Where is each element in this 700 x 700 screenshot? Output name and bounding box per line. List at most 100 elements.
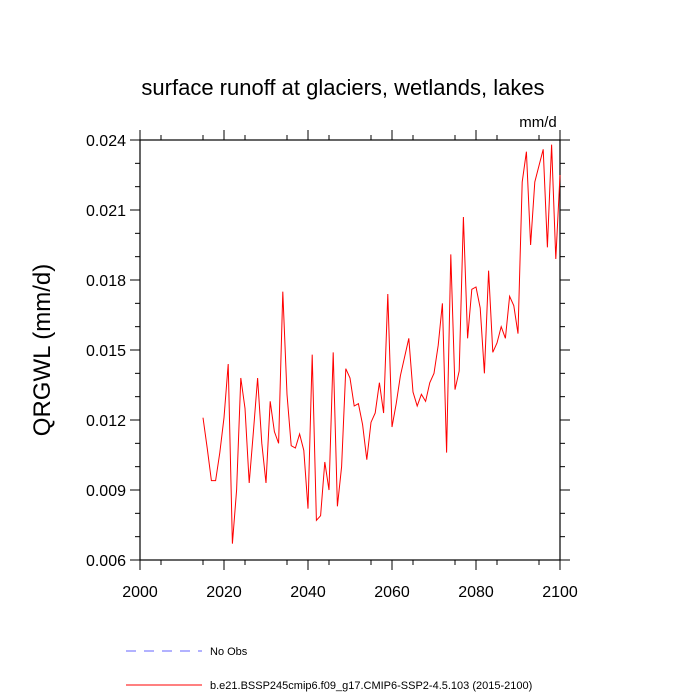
data-point: [408, 337, 410, 339]
data-point: [231, 542, 233, 544]
data-point: [286, 393, 288, 395]
data-point: [525, 150, 527, 152]
legend: No Obs b.e21.BSSP245cmip6.f09_g17.CMIP6-…: [126, 646, 532, 692]
data-point: [466, 337, 468, 339]
data-point: [307, 507, 309, 509]
data-point: [303, 449, 305, 451]
data-point: [294, 447, 296, 449]
data-point: [445, 451, 447, 453]
x-tick-label: 2060: [374, 584, 410, 601]
data-point: [534, 181, 536, 183]
data-point: [462, 216, 464, 218]
data-point: [420, 393, 422, 395]
data-point: [382, 412, 384, 414]
data-point: [328, 489, 330, 491]
data-point: [387, 293, 389, 295]
data-point: [357, 402, 359, 404]
data-point: [450, 253, 452, 255]
plot-frame: [139, 139, 561, 561]
data-point: [269, 400, 271, 402]
data-points: [202, 143, 561, 544]
y-tick-labels: 0.006 0.009 0.012 0.015 0.018 0.021 0.024: [86, 133, 126, 570]
data-point: [298, 433, 300, 435]
data-point: [441, 302, 443, 304]
y-tick-label: 0.024: [86, 133, 126, 150]
chart-title: surface runoff at glaciers, wetlands, la…: [141, 75, 544, 100]
units-label: mm/d: [519, 114, 557, 131]
data-point: [336, 505, 338, 507]
data-point: [559, 174, 561, 176]
data-point: [214, 479, 216, 481]
data-point: [319, 514, 321, 516]
y-axis-label: QRGWL (mm/d): [29, 264, 56, 436]
y-tick-label: 0.021: [86, 203, 126, 220]
data-point: [223, 416, 225, 418]
data-point: [227, 363, 229, 365]
data-point: [403, 356, 405, 358]
data-point: [475, 286, 477, 288]
data-point: [492, 351, 494, 353]
data-point: [240, 377, 242, 379]
x-tick-label: 2100: [542, 584, 578, 601]
data-point: [437, 344, 439, 346]
axis-ticks: [130, 130, 570, 570]
data-point: [290, 444, 292, 446]
data-point: [517, 332, 519, 334]
data-point: [248, 482, 250, 484]
data-point: [521, 181, 523, 183]
data-point: [487, 269, 489, 271]
y-tick-label: 0.009: [86, 483, 126, 500]
data-point: [391, 426, 393, 428]
data-point: [324, 461, 326, 463]
data-point: [538, 164, 540, 166]
data-point: [378, 381, 380, 383]
data-point: [349, 377, 351, 379]
data-point: [332, 351, 334, 353]
data-point: [529, 244, 531, 246]
y-tick-label: 0.012: [86, 413, 126, 430]
data-point: [416, 405, 418, 407]
data-point: [277, 442, 279, 444]
data-point: [235, 489, 237, 491]
series-line: [202, 144, 561, 544]
data-point: [282, 290, 284, 292]
x-tick-label: 2020: [206, 584, 242, 601]
data-point: [361, 423, 363, 425]
data-point: [513, 304, 515, 306]
data-point: [265, 482, 267, 484]
data-point: [454, 388, 456, 390]
data-point: [433, 372, 435, 374]
data-point: [504, 337, 506, 339]
data-point: [374, 412, 376, 414]
data-point: [424, 400, 426, 402]
data-point: [395, 402, 397, 404]
data-point: [219, 451, 221, 453]
data-point: [256, 377, 258, 379]
legend-label-no-obs: No Obs: [210, 646, 248, 658]
data-point: [399, 374, 401, 376]
data-point: [210, 479, 212, 481]
data-point: [542, 148, 544, 150]
data-point: [340, 465, 342, 467]
data-point: [508, 295, 510, 297]
x-tick-labels: 2000 2020 2040 2060 2080 2100: [122, 584, 578, 601]
data-point: [479, 307, 481, 309]
data-point: [546, 246, 548, 248]
y-tick-label: 0.015: [86, 343, 126, 360]
data-point: [206, 447, 208, 449]
data-point: [345, 367, 347, 369]
data-point: [273, 430, 275, 432]
data-point: [366, 458, 368, 460]
data-point: [412, 391, 414, 393]
data-point: [458, 370, 460, 372]
data-point: [555, 258, 557, 260]
x-tick-label: 2080: [458, 584, 494, 601]
data-point: [496, 342, 498, 344]
x-tick-label: 2000: [122, 584, 158, 601]
data-point: [429, 381, 431, 383]
x-tick-label: 2040: [290, 584, 326, 601]
legend-label-model-run: b.e21.BSSP245cmip6.f09_g17.CMIP6-SSP2-4.…: [210, 680, 532, 692]
data-point: [353, 405, 355, 407]
data-point: [252, 430, 254, 432]
